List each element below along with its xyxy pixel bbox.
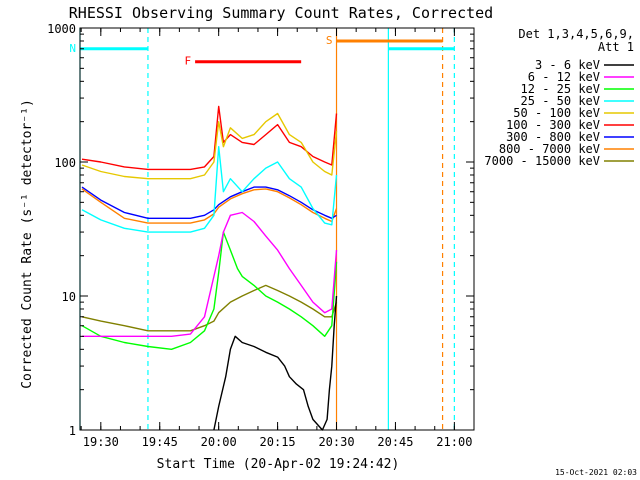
legend-label-2: 12 - 25 keV bbox=[521, 82, 600, 96]
legend-header-line-1: Det 1,3,4,5,6,9, bbox=[518, 27, 634, 41]
legend-header-line-2: Att 1 bbox=[598, 40, 634, 54]
y-tick-label-1: 10 bbox=[62, 290, 76, 304]
legend-label-8: 7000 - 15000 keV bbox=[484, 154, 600, 168]
x-tick-label-1: 19:45 bbox=[142, 435, 178, 449]
y-tick-label-2: 100 bbox=[54, 156, 76, 170]
series-line-0 bbox=[213, 295, 338, 431]
footer-timestamp: 15-Oct-2021 02:03 bbox=[555, 468, 637, 477]
series-line-3 bbox=[81, 145, 338, 233]
legend-label-4: 50 - 100 keV bbox=[513, 106, 600, 120]
y-tick-label-3: 1000 bbox=[47, 22, 76, 36]
axes: 1 10 100 1000 19:30 19:45 20:00 20:15 20:30 20:45… bbox=[47, 22, 475, 449]
series-line-2 bbox=[81, 231, 338, 350]
annotation-label-2: S bbox=[326, 34, 333, 47]
annotation-label-1: F bbox=[184, 55, 191, 68]
legend-label-1: 6 - 12 keV bbox=[528, 70, 600, 84]
series-line-4 bbox=[81, 112, 338, 180]
x-tick-label-5: 20:45 bbox=[377, 435, 413, 449]
x-tick-label-3: 20:15 bbox=[260, 435, 296, 449]
legend-label-5: 100 - 300 keV bbox=[506, 118, 600, 132]
y-tick-label-0: 1 bbox=[69, 424, 76, 438]
series-line-6 bbox=[81, 186, 337, 220]
plot-frame bbox=[79, 27, 475, 431]
legend-label-6: 300 - 800 keV bbox=[506, 130, 600, 144]
legend-label-0: 3 - 6 keV bbox=[535, 58, 600, 72]
series-line-8 bbox=[81, 284, 338, 332]
y-axis-label: Corrected Count Rate (s⁻¹ detector⁻¹) bbox=[20, 99, 35, 389]
legend-label-7: 800 - 7000 keV bbox=[499, 142, 600, 156]
annotation-label-0: N bbox=[69, 42, 76, 55]
chart-title: RHESSI Observing Summary Count Rates, Co… bbox=[69, 4, 493, 22]
x-tick-label-4: 20:30 bbox=[318, 435, 354, 449]
x-tick-label-6: 21:00 bbox=[436, 435, 472, 449]
x-tick-label-2: 20:00 bbox=[201, 435, 237, 449]
x-axis-label: Start Time (20-Apr-02 19:24:42) bbox=[157, 457, 400, 472]
series-line-5 bbox=[81, 105, 338, 171]
series-line-7 bbox=[81, 188, 338, 224]
series-line-1 bbox=[82, 211, 338, 337]
plot-area: N F S bbox=[69, 28, 455, 431]
x-tick-label-0: 19:30 bbox=[83, 435, 119, 449]
legend-label-3: 25 - 50 keV bbox=[521, 94, 600, 108]
